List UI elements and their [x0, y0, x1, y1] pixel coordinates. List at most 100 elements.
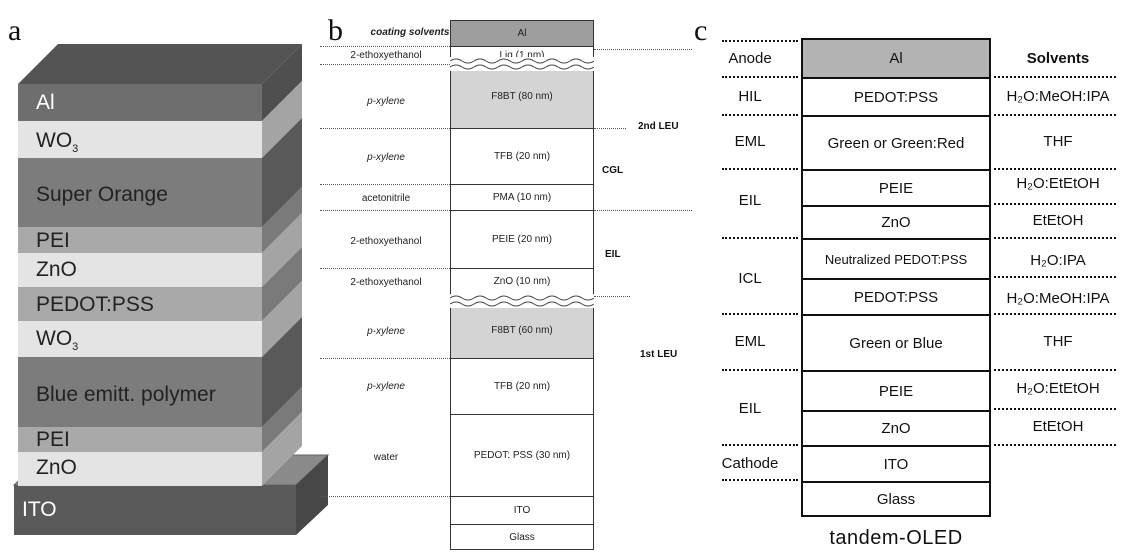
- c-layer-zno-bottom: ZnO: [803, 410, 989, 445]
- c-dotted-line: [722, 444, 798, 446]
- b-layer-f8bt-60: F8BT (60 nm): [451, 302, 593, 358]
- solvents-header: Solvents: [1026, 50, 1090, 67]
- group-label-eil-bottom: EIL: [738, 400, 762, 417]
- panel-b-stack: Al Liq (1 nm) F8BT (80 nm) TFB (20 nm) P…: [450, 20, 594, 550]
- c-dotted-line: [994, 444, 1116, 446]
- b-dotted-line: [320, 46, 450, 47]
- c-dotted-line: [994, 237, 1116, 239]
- c-solvent-neutralized-pedot: H₂O:IPA: [1030, 252, 1086, 269]
- b-solvent-pma: acetonitrile: [361, 193, 411, 204]
- b-dotted-line: [320, 64, 450, 65]
- wavy-break-top: [450, 57, 594, 71]
- b-dotted-line: [320, 358, 450, 359]
- b-layer-tfb-top: TFB (20 nm): [451, 128, 593, 184]
- unit-eil: EIL: [605, 249, 621, 260]
- c-dotted-line: [994, 276, 1116, 278]
- stack-front-band: [18, 427, 262, 452]
- stack-front-band: [18, 253, 262, 287]
- b-layer-f8bt-80: F8BT (80 nm): [451, 64, 593, 128]
- c-dotted-line: [994, 76, 1116, 78]
- c-solvent-eml-bottom: THF: [1043, 333, 1073, 350]
- c-layer-al: Al: [803, 40, 989, 77]
- layer-label-pei-top: PEI: [36, 229, 70, 252]
- b-dotted-line: [594, 210, 692, 211]
- c-solvent-eml-top: THF: [1043, 133, 1073, 150]
- panel-c-letter: c: [694, 14, 708, 47]
- c-layer-glass: Glass: [803, 481, 989, 515]
- b-dotted-line: [594, 296, 630, 297]
- stack-side-face: [262, 44, 302, 486]
- stack-side-band: [262, 317, 302, 427]
- panel-b: b coating solvents Al Liq (1 nm) F8BT (8…: [320, 0, 700, 554]
- b-solvent-liq: 2-ethoxyethanol: [350, 50, 422, 61]
- b-solvent-zno: 2-ethoxyethanol: [350, 277, 422, 288]
- c-solvent-pedot-icl: H₂O:MeOH:IPA: [1006, 290, 1110, 307]
- b-layer-liq: Liq (1 nm): [451, 46, 593, 64]
- c-dotted-line: [994, 168, 1116, 170]
- group-label-eml-bottom: EML: [734, 333, 766, 350]
- panel-c-stack: Al PEDOT:PSS Green or Green:Red PEIE ZnO…: [801, 38, 991, 517]
- c-dotted-line: [722, 479, 798, 481]
- stack-side-band: [262, 187, 302, 253]
- c-solvent-zno-top: EtEtOH: [1032, 212, 1084, 229]
- b-dotted-line: [320, 184, 450, 185]
- stack-top-face: [18, 44, 302, 84]
- stack-front-band: [18, 84, 262, 121]
- c-solvent-peie-top: H₂O:EtEtOH: [1016, 175, 1100, 192]
- stack-front-band: [18, 158, 262, 227]
- unit-1st-leu: 1st LEU: [640, 349, 678, 360]
- group-label-eml-top: EML: [734, 133, 766, 150]
- group-label-anode: Anode: [728, 50, 772, 67]
- c-solvent-zno-bottom: EtEtOH: [1032, 418, 1084, 435]
- b-layer-zno: ZnO (10 nm): [451, 268, 593, 294]
- layer-label-wo3-bottom: WO3: [36, 327, 79, 354]
- c-dotted-line: [994, 114, 1116, 116]
- group-label-icl: ICL: [738, 270, 762, 287]
- b-layer-ito: ITO: [451, 496, 593, 524]
- stack-side-band: [262, 281, 302, 357]
- stack-side-band: [262, 118, 302, 227]
- ito-slab-front: [14, 485, 296, 535]
- layer-label-wo3-top: WO3: [36, 129, 79, 156]
- panel-a-stack-drawing: [12, 44, 330, 535]
- layer-label-pedot-pss: PEDOT:PSS: [36, 293, 154, 316]
- b-solvent-f8bt-60: p-xylene: [367, 326, 405, 337]
- unit-cgl: CGL: [602, 165, 624, 176]
- panel-b-letter: b: [328, 14, 343, 47]
- b-dotted-line: [594, 49, 692, 50]
- b-dotted-line: [320, 210, 450, 211]
- c-dotted-line: [722, 369, 798, 371]
- c-layer-pedot-icl: PEDOT:PSS: [803, 278, 989, 314]
- panel-a-letter: a: [8, 14, 22, 47]
- c-layer-peie-top: PEIE: [803, 169, 989, 205]
- stack-front-band: [18, 121, 262, 158]
- stack-side-band: [262, 81, 302, 158]
- stack-side-band: [262, 387, 302, 452]
- c-layer-eml-bottom: Green or Blue: [803, 314, 989, 370]
- stack-side-band: [262, 213, 302, 287]
- layer-label-zno-top: ZnO: [36, 258, 77, 281]
- c-layer-eml-top: Green or Green:Red: [803, 115, 989, 169]
- c-dotted-line: [722, 76, 798, 78]
- b-layer-al: Al: [451, 20, 593, 46]
- layer-label-zno-bottom: ZnO: [36, 456, 77, 479]
- c-layer-ito: ITO: [803, 445, 989, 481]
- c-layer-zno-top: ZnO: [803, 205, 989, 238]
- layer-label-blue-emitter: Blue emitt. polymer: [36, 383, 216, 406]
- b-solvent-tfb-bottom: p-xylene: [367, 381, 405, 392]
- c-dotted-line: [994, 408, 1116, 410]
- panel-c: c Al PEDOT:PSS Green or Green:Red PEIE Z…: [694, 0, 1125, 554]
- c-dotted-line: [994, 313, 1116, 315]
- stack-front-band: [18, 227, 262, 253]
- b-layer-tfb-bottom: TFB (20 nm): [451, 358, 593, 414]
- stack-side-band: [262, 44, 302, 121]
- c-dotted-line: [722, 40, 798, 42]
- c-dotted-line: [722, 168, 798, 170]
- panel-a: a Al WO3 Super Orange PEI ZnO PEDOT:PSS …: [0, 0, 340, 554]
- b-dotted-line: [320, 268, 450, 269]
- substrate-label-ito: ITO: [22, 498, 57, 521]
- stack-front-band: [18, 287, 262, 321]
- b-solvent-pedot: water: [373, 452, 399, 463]
- b-dotted-line: [320, 496, 450, 497]
- c-layer-pedot-hil: PEDOT:PSS: [803, 77, 989, 115]
